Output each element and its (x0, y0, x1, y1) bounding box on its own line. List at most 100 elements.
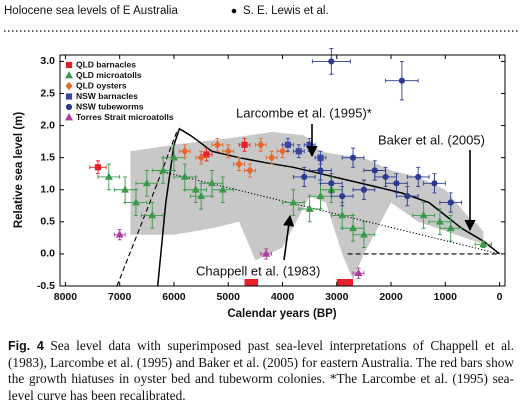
point (94, 164, 102, 171)
point (218, 185, 227, 193)
legend-label: QLD barnacles (76, 59, 136, 69)
point (121, 185, 130, 193)
point (257, 140, 265, 149)
point (317, 154, 324, 161)
y-tick-label: 1.0 (40, 184, 55, 196)
hiatus-bar (244, 279, 259, 286)
x-tick-label: 1000 (434, 291, 458, 303)
figure: Holocene sea levels of E Australia S. E.… (4, 5, 518, 320)
y-tick-label: 0.0 (40, 248, 55, 260)
legend-label: NSW tubeworms (76, 101, 144, 111)
point (180, 172, 189, 180)
legend-marker (65, 71, 73, 79)
point (132, 198, 140, 206)
point (393, 180, 400, 187)
point (398, 77, 405, 84)
point (246, 166, 254, 175)
caption: Fig. 4 Sea level data with superimposed … (8, 338, 514, 404)
running-title: Holocene sea levels of E Australia (4, 5, 178, 17)
x-tick-label: 3000 (325, 291, 349, 303)
x-tick-label: 0 (497, 291, 503, 303)
point (316, 191, 325, 200)
y-tick-label: 2.0 (40, 119, 55, 131)
legend-marker (65, 61, 73, 69)
point (197, 191, 206, 200)
point (142, 178, 151, 187)
point (262, 249, 271, 257)
y-tick-label: -0.5 (37, 280, 55, 292)
annotation: Larcombe et al. (1995)* (236, 105, 372, 120)
legend-label: QLD oysters (76, 80, 127, 90)
point (431, 180, 438, 187)
legend-label: NSW barnacles (76, 91, 138, 101)
y-tick-label: 3.0 (40, 55, 55, 67)
legend-label: QLD microatolls (76, 70, 142, 80)
point (479, 239, 488, 248)
point (404, 193, 411, 200)
legend-marker (65, 93, 73, 100)
point (371, 167, 378, 174)
x-tick-label: 4000 (271, 291, 295, 303)
x-tick-label: 8000 (54, 291, 78, 303)
point (115, 230, 124, 238)
point (191, 185, 200, 193)
legend-label: Torres Strait microatolls (76, 112, 174, 122)
y-tick-label: 1.5 (40, 151, 55, 163)
point (159, 166, 168, 174)
point (181, 147, 189, 156)
point (197, 153, 205, 162)
point (447, 199, 454, 206)
point (349, 223, 358, 232)
point (289, 198, 298, 206)
x-tick-label: 5000 (217, 291, 241, 303)
point (278, 147, 287, 156)
point (235, 159, 243, 169)
point (268, 153, 276, 162)
point (148, 210, 157, 219)
point (104, 172, 113, 180)
y-tick-label: 0.5 (40, 216, 55, 228)
point (419, 210, 428, 219)
point (349, 154, 357, 161)
point (301, 173, 308, 181)
point (241, 141, 248, 148)
authors: S. E. Lewis et al. (243, 5, 329, 17)
point (295, 148, 302, 155)
caption-label: Fig. 4 (8, 339, 44, 353)
annotation: Chappell et al. (1983) (196, 263, 320, 278)
point (359, 230, 368, 238)
point (382, 173, 389, 181)
curve (116, 131, 178, 287)
point (224, 147, 232, 156)
point (360, 186, 368, 193)
point (435, 217, 444, 225)
point (339, 193, 346, 200)
annotation: Baker et al. (2005) (378, 132, 485, 147)
shaded-region (130, 132, 484, 280)
plot (89, 48, 501, 287)
point (207, 178, 216, 187)
point (354, 268, 363, 277)
point (415, 173, 422, 181)
point (305, 204, 314, 212)
point (446, 223, 455, 232)
separator (231, 8, 237, 14)
legend-marker (65, 113, 73, 121)
point (328, 180, 335, 187)
legend-marker (65, 81, 73, 91)
point (338, 210, 347, 219)
point (328, 58, 335, 65)
x-tick-label: 7000 (108, 291, 132, 303)
legend-marker (65, 103, 73, 111)
y-axis-label: Relative sea level (m) (13, 112, 25, 229)
x-tick-label: 6000 (162, 291, 186, 303)
point (170, 153, 178, 161)
caption-text: Sea level data with superimposed past se… (8, 338, 514, 403)
point (284, 141, 292, 148)
annotation-arrow (283, 214, 295, 261)
point (213, 140, 221, 149)
x-axis-label: Calendar years (BP) (227, 308, 336, 320)
y-tick-label: 2.5 (40, 87, 55, 99)
